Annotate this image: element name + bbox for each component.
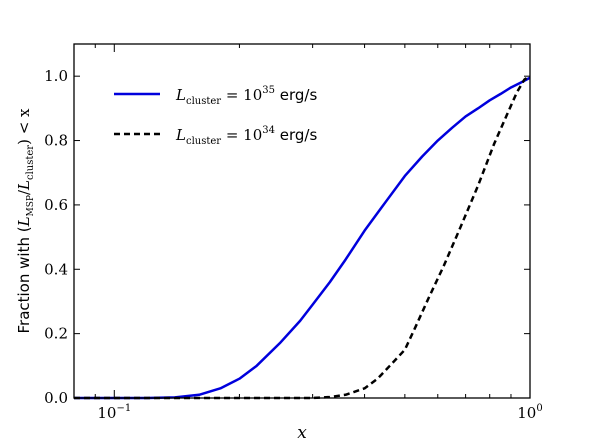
lines-layer [74, 75, 531, 400]
y-axis-label-prefix: Fraction with ( [15, 226, 33, 333]
y-axis-label: Fraction with (LMSP/Lcluster) < x [15, 108, 36, 334]
legend-1-sub: cluster [186, 96, 221, 107]
x-tick-label: 100 [517, 403, 542, 422]
plot-frame [73, 43, 531, 399]
y-axis-label-suffix: ) < x [15, 108, 33, 145]
legend-2-eq: = 10 [221, 126, 262, 144]
y-tick-label: 0.6 [44, 196, 68, 214]
legend: Lcluster = 1035 erg/s Lcluster = 1034 er… [114, 85, 317, 147]
y-tick-label: 0.2 [44, 325, 68, 343]
legend-label-series-1: Lcluster = 1035 erg/s [175, 85, 317, 107]
y-axis-label-cluster-sub: cluster [25, 145, 36, 180]
legend-label-series-2: Lcluster = 1034 erg/s [175, 125, 317, 147]
legend-1-eq: = 10 [221, 86, 262, 104]
y-tick-label: 0.8 [44, 132, 68, 150]
legend-2-L: L [175, 126, 186, 144]
legend-1-exp: 35 [262, 85, 275, 96]
ticks-layer: 0.0 0.2 0.4 0.6 0.8 1.0 10−1 100 [44, 44, 543, 422]
y-tick-label: 0.0 [44, 389, 68, 407]
legend-2-exp: 34 [262, 125, 275, 136]
y-tick-label: 1.0 [44, 67, 68, 85]
x-axis-label: x [297, 423, 307, 443]
y-axis-label-L2: L [15, 180, 33, 191]
legend-2-sub: cluster [186, 136, 221, 147]
y-axis-label-L: L [15, 216, 33, 227]
series-line-1 [74, 76, 531, 400]
series-line-2 [74, 75, 531, 400]
y-tick-label: 0.4 [44, 260, 68, 278]
y-axis-label-slash: / [15, 189, 33, 195]
legend-1-L: L [175, 86, 186, 104]
legend-1-unit: erg/s [275, 86, 317, 104]
x-tick-label: 10−1 [97, 403, 131, 422]
legend-2-unit: erg/s [275, 126, 317, 144]
y-axis-label-msp-sub: MSP [26, 195, 36, 216]
